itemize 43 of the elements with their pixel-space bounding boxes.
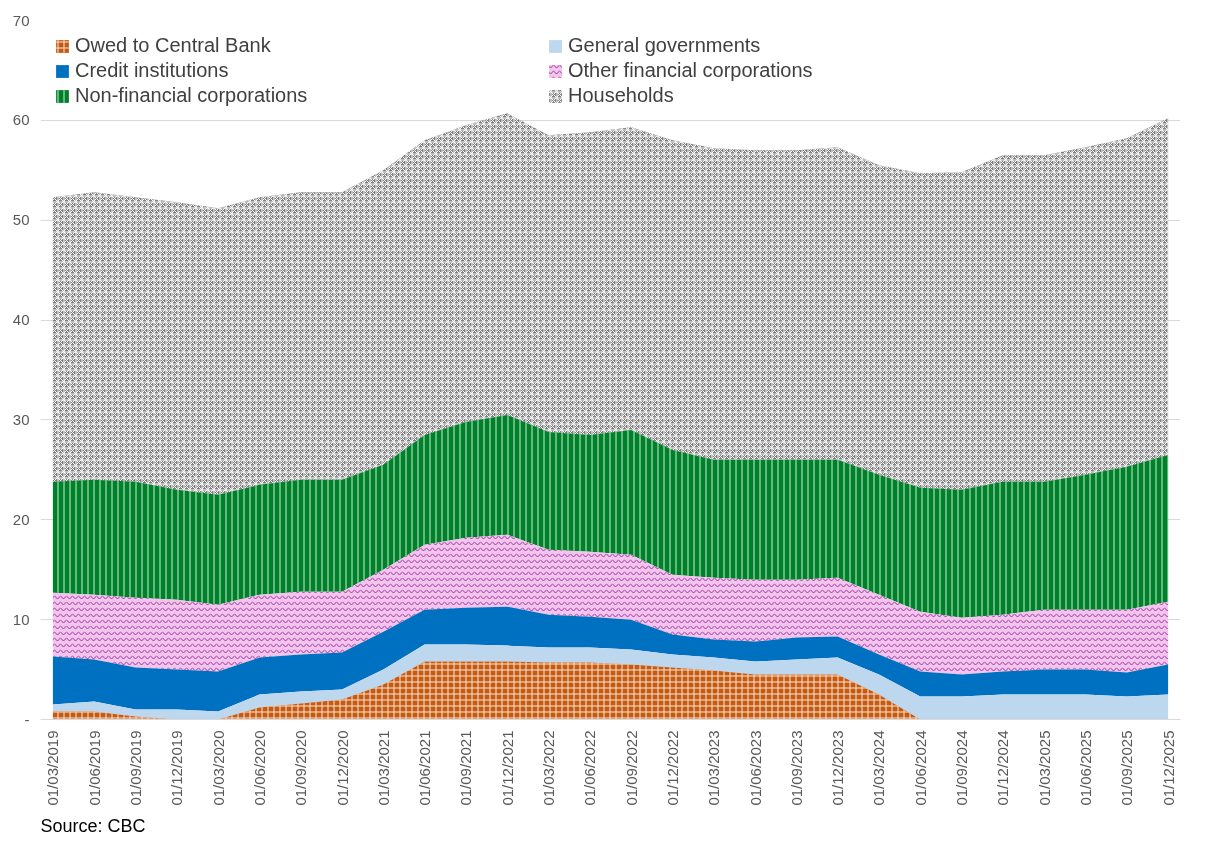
x-tick-label: 01/03/2024 [870, 730, 888, 806]
y-tick-label: 10 [12, 610, 30, 628]
x-tick-label: 01/06/2021 [416, 730, 434, 806]
x-tick-label: 01/03/2023 [705, 730, 723, 806]
x-tick-label: 01/12/2021 [498, 730, 516, 806]
x-tick-label: 01/09/2023 [787, 730, 805, 806]
x-tick-label: 01/09/2024 [953, 730, 971, 806]
x-tick-label: 01/09/2019 [127, 730, 144, 806]
x-tick-label: 01/06/2022 [581, 730, 599, 806]
x-tick-label: 01/03/2020 [209, 730, 227, 806]
y-tick-label: 60 [12, 111, 30, 129]
y-tick-label: 70 [12, 11, 30, 29]
x-tick-label: 01/06/2020 [250, 730, 268, 806]
x-tick-label: 01/09/2022 [622, 730, 640, 806]
x-tick-label: 01/06/2023 [746, 730, 764, 806]
legend-label: Owed to Central Bank [75, 34, 272, 57]
x-tick-label: 01/03/2021 [374, 730, 392, 806]
x-tick-label: 01/12/2024 [994, 730, 1012, 806]
y-tick-label: 30 [12, 410, 30, 428]
legend-label: Other financial corporations [568, 59, 814, 82]
x-tick-label: 01/03/2025 [1035, 730, 1053, 806]
legend-label: General governments [568, 34, 762, 57]
x-tick-label: 01/12/2019 [168, 730, 186, 806]
x-tick-label: 01/12/2025 [1159, 730, 1177, 806]
x-tick-label: 01/09/2025 [1118, 730, 1136, 806]
y-tick-label: 20 [12, 510, 30, 528]
x-tick-label: 01/03/2019 [44, 730, 62, 806]
x-tick-label: 01/09/2020 [292, 730, 310, 806]
x-tick-label: 01/12/2023 [829, 730, 847, 806]
x-tick-label: 01/12/2020 [333, 730, 351, 806]
source-note: Source: CBC [40, 815, 146, 836]
y-tick-label: - [24, 710, 30, 728]
legend-label: Credit institutions [75, 59, 230, 82]
x-tick-label: 01/06/2019 [85, 730, 103, 806]
legend-label: Non-financial corporations [75, 84, 309, 107]
x-tick-label: 01/03/2022 [540, 730, 558, 806]
x-tick-label: 01/12/2022 [663, 730, 681, 806]
x-tick-label: 01/09/2021 [457, 730, 475, 806]
legend-label: Households [568, 84, 675, 107]
y-tick-label: 40 [12, 311, 30, 329]
x-tick-label: 01/06/2024 [911, 730, 929, 806]
x-tick-label: 01/06/2025 [1077, 730, 1094, 806]
y-tick-label: 50 [12, 211, 30, 229]
